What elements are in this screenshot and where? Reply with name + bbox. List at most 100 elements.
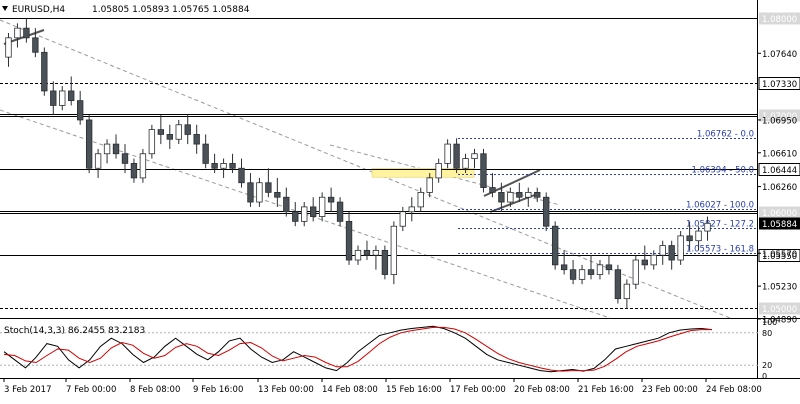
candle-body	[283, 196, 290, 213]
ohlc-readout: 1.05805 1.05893 1.05765 1.05884	[92, 5, 250, 15]
stochastic-panel: 100 80 20 0	[0, 318, 777, 381]
candle-body	[175, 124, 182, 140]
level-price-box	[759, 109, 800, 122]
candle-body	[256, 182, 263, 203]
price-tick-label: 1.06260	[762, 183, 797, 193]
candle-body	[363, 249, 371, 256]
candle-body	[462, 158, 469, 169]
level-price-label: 1.07330	[762, 80, 797, 90]
horizontal-levels: 1.08000 1.07330 1.07000 1.06444 1.06000 1.055…	[0, 12, 800, 315]
stoch-signal-line	[3, 326, 712, 372]
fib-level-label: 1.06394 - 50.0	[691, 166, 754, 176]
level-price-box	[758, 163, 800, 176]
candle-body	[274, 191, 281, 198]
price-tick-label: 1.06950	[762, 116, 797, 126]
candle-body	[471, 153, 478, 159]
candle-body	[336, 201, 344, 222]
time-tick-label: 14 Feb 08:00	[322, 385, 378, 395]
candle-body	[121, 153, 129, 164]
candle-body	[623, 283, 631, 300]
price-tick-label: 1.07640	[762, 50, 797, 60]
candle-body	[301, 206, 308, 222]
candle-body	[534, 191, 541, 198]
level-price-box	[758, 77, 800, 90]
chart-symbol-label: EURUSD,H4	[12, 5, 65, 15]
time-tick-label: 17 Feb 00:00	[450, 385, 506, 395]
time-tick-label: 7 Feb 00:00	[66, 385, 116, 395]
candle-body	[516, 191, 523, 198]
candle-body	[5, 37, 12, 58]
candle-body	[668, 245, 675, 261]
candle-body	[677, 235, 684, 261]
price-tick-label: 1.06610	[762, 149, 797, 159]
time-tick-label: 21 Feb 16:00	[578, 385, 634, 395]
level-price-box	[759, 206, 800, 219]
price-tick-label: 1.05570	[762, 250, 797, 260]
candle-body	[14, 27, 21, 39]
trend-line	[489, 192, 541, 213]
candle-body	[50, 90, 57, 106]
time-tick-label: 8 Feb 08:00	[130, 385, 180, 395]
stoch-tick-label: 0	[762, 372, 767, 381]
candle-body	[76, 100, 84, 121]
candle-body	[103, 143, 111, 155]
candle-body	[372, 249, 380, 256]
candle-body	[686, 235, 693, 242]
candle-body	[211, 163, 218, 169]
fib-level-label: 1.05827 - 127.2	[686, 220, 754, 230]
candle-body	[605, 264, 613, 271]
candle-body	[704, 222, 711, 232]
candle-body	[381, 249, 389, 275]
candle-body	[139, 153, 147, 179]
candle-body	[498, 191, 505, 203]
candle-body	[543, 196, 550, 227]
candle-body	[148, 129, 156, 155]
candle-body	[202, 143, 209, 164]
fib-level-label: 1.06027 - 100.0	[686, 201, 754, 211]
candle-body	[560, 264, 568, 271]
time-tick-label: 13 Feb 00:00	[258, 385, 314, 395]
candle-body	[23, 27, 30, 39]
level-price-label: 1.07000	[762, 112, 797, 122]
candle-body	[354, 249, 362, 261]
time-tick-label: 3 Feb 2017	[4, 385, 52, 395]
candle-body	[220, 163, 227, 169]
candle-body	[444, 143, 451, 164]
level-price-label: 1.06444	[762, 166, 797, 176]
candle-body	[345, 220, 353, 261]
stochastic-label: Stoch(14,3,3) 86.2455 83.2183	[4, 326, 145, 336]
candle-body	[480, 153, 487, 188]
candle-body	[327, 196, 335, 203]
time-tick-label: 23 Feb 00:00	[642, 385, 698, 395]
candle-body	[551, 225, 559, 266]
candle-body	[229, 163, 236, 169]
candle-body	[157, 129, 165, 135]
candle-body	[632, 259, 640, 285]
candle-body	[435, 163, 442, 179]
triangle-down-icon[interactable]	[2, 6, 8, 11]
candle-body	[193, 134, 200, 145]
time-tick-label: 20 Feb 08:00	[514, 385, 570, 395]
candle-body	[399, 211, 406, 227]
candle-body	[68, 90, 75, 102]
candle-body	[417, 191, 424, 208]
candle-body	[85, 119, 93, 169]
fib-level-label: 1.06762 - 0.0	[697, 130, 754, 140]
time-axis: 3 Feb 2017 7 Feb 00:00 8 Feb 08:00 9 Feb 16…	[3, 378, 762, 395]
level-price-label: 1.05000	[762, 305, 797, 315]
candle-body	[641, 259, 648, 266]
stoch-tick-label: 80	[762, 329, 772, 338]
level-price-label: 1.06000	[762, 209, 797, 219]
level-price-box	[759, 12, 800, 25]
candle-body	[578, 269, 586, 280]
level-price-box	[759, 302, 800, 315]
time-tick-label: 9 Feb 16:00	[193, 385, 243, 395]
level-price-label: 1.05550	[762, 252, 797, 262]
candle-body	[525, 191, 532, 198]
candle-body	[184, 124, 191, 135]
stoch-main-line	[3, 325, 713, 373]
price-tick-label: 1.05230	[762, 283, 797, 293]
candle-body	[166, 134, 173, 140]
candle-body	[59, 90, 66, 106]
